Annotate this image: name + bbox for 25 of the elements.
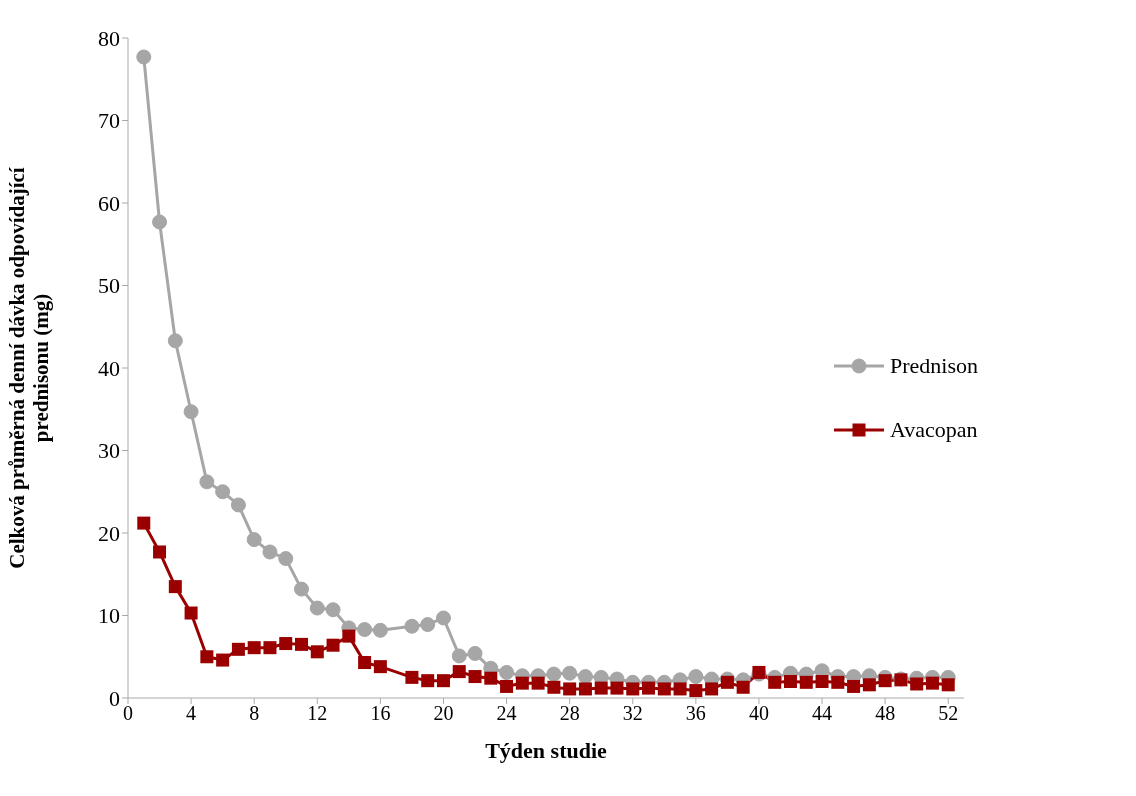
y-tick-label: 70 <box>98 108 120 134</box>
x-tick-label: 4 <box>186 702 197 725</box>
x-tick-label: 40 <box>748 702 769 725</box>
x-tick-label: 44 <box>812 702 833 725</box>
x-tick-label: 16 <box>370 702 391 725</box>
y-tick-label: 40 <box>98 355 120 381</box>
x-tick-label: 32 <box>622 702 643 725</box>
x-tick-label: 24 <box>496 702 517 725</box>
x-tick-label: 12 <box>307 702 328 725</box>
y-tick-label: 30 <box>98 438 120 464</box>
x-tick-label: 20 <box>433 702 454 725</box>
legend-label: Avacopan <box>890 417 978 443</box>
y-tick-label: 50 <box>98 273 120 299</box>
x-tick-label: 8 <box>249 702 260 725</box>
x-tick-label: 36 <box>685 702 706 725</box>
x-axis-title: Týden studie <box>485 738 608 763</box>
x-tick-label: 28 <box>559 702 580 725</box>
y-tick-label: 60 <box>98 190 120 216</box>
x-tick-label: 48 <box>875 702 896 725</box>
y-axis-title: Celková průměrná denní dávka odpovídající prednisonu (mg) <box>5 166 53 569</box>
legend-label: Prednison <box>890 353 978 379</box>
x-tick-label: 52 <box>938 702 959 725</box>
y-tick-label: 80 <box>98 25 120 51</box>
y-tick-label: 10 <box>98 603 120 629</box>
y-tick-label: 20 <box>98 520 120 546</box>
